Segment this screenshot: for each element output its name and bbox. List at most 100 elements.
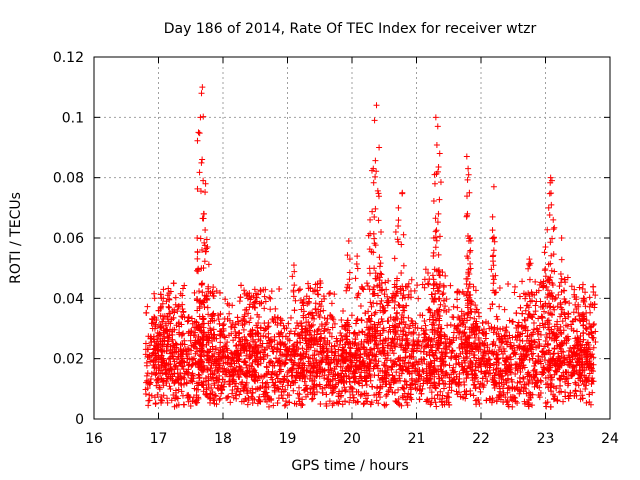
- data-point: [520, 374, 527, 381]
- data-point: [229, 302, 236, 309]
- data-point: [438, 325, 445, 332]
- data-point: [524, 399, 531, 406]
- data-point: [236, 298, 243, 305]
- data-point: [502, 394, 509, 401]
- data-point: [506, 317, 513, 324]
- data-point: [317, 330, 324, 337]
- data-point: [301, 378, 308, 385]
- data-point: [505, 384, 512, 391]
- data-point: [177, 380, 184, 387]
- data-point: [500, 345, 507, 352]
- data-point: [272, 305, 279, 312]
- data-point: [338, 317, 345, 324]
- data-point: [164, 395, 171, 402]
- x-tick-label: 20: [343, 431, 361, 447]
- data-point: [175, 401, 182, 408]
- data-point: [568, 283, 575, 290]
- data-point: [287, 328, 294, 335]
- data-point: [452, 368, 459, 375]
- data-point: [563, 322, 570, 329]
- data-point: [502, 327, 509, 334]
- data-point: [226, 310, 233, 317]
- data-point: [419, 360, 426, 367]
- data-point: [365, 339, 372, 346]
- data-point: [217, 395, 224, 402]
- data-point: [387, 314, 394, 321]
- data-point: [142, 386, 149, 393]
- data-point: [431, 335, 438, 342]
- data-point: [364, 283, 371, 290]
- data-point: [224, 339, 231, 346]
- data-point: [396, 362, 403, 369]
- data-point: [426, 316, 433, 323]
- data-point: [493, 313, 500, 320]
- data-point: [532, 360, 539, 367]
- data-point: [335, 393, 342, 400]
- data-point: [148, 352, 155, 359]
- data-point: [229, 320, 236, 327]
- data-point: [282, 386, 289, 393]
- data-point: [346, 344, 353, 351]
- data-point: [333, 338, 340, 345]
- data-point: [245, 369, 252, 376]
- data-point: [414, 325, 421, 332]
- data-point: [230, 337, 237, 344]
- data-point: [587, 324, 594, 331]
- data-point: [262, 380, 269, 387]
- data-point: [223, 342, 230, 349]
- data-point: [475, 378, 482, 385]
- data-point: [506, 361, 513, 368]
- data-point: [496, 385, 503, 392]
- data-point: [558, 388, 565, 395]
- data-point: [331, 320, 338, 327]
- data-point: [373, 397, 380, 404]
- data-point: [522, 385, 529, 392]
- data-point: [244, 401, 251, 408]
- data-point: [358, 340, 365, 347]
- data-point: [331, 343, 338, 350]
- data-point: [470, 392, 477, 399]
- data-point: [163, 369, 170, 376]
- data-point: [232, 328, 239, 335]
- data-point: [164, 399, 171, 406]
- data-point: [191, 385, 198, 392]
- data-point: [255, 344, 262, 351]
- data-point: [493, 331, 500, 338]
- data-point: [143, 372, 150, 379]
- data-point: [385, 388, 392, 395]
- y-tick-label: 0.12: [53, 50, 84, 66]
- data-point: [489, 375, 496, 382]
- data-point: [469, 377, 476, 384]
- data-point: [419, 281, 426, 288]
- data-point: [535, 336, 542, 343]
- data-point: [278, 317, 285, 324]
- x-tick-label: 22: [472, 431, 490, 447]
- data-point: [507, 353, 514, 360]
- data-point: [163, 359, 170, 366]
- data-point: [236, 391, 243, 398]
- y-tick-label: 0.1: [62, 110, 84, 126]
- data-point: [213, 288, 220, 295]
- data-point: [505, 362, 512, 369]
- data-point: [472, 385, 479, 392]
- data-point: [220, 349, 227, 356]
- data-point: [375, 391, 382, 398]
- data-point: [151, 338, 158, 345]
- data-point: [227, 323, 234, 330]
- data-point: [245, 397, 252, 404]
- data-point: [431, 395, 438, 402]
- y-axis-label: ROTI / TECUs: [8, 192, 24, 284]
- data-point: [215, 366, 222, 373]
- data-point: [330, 316, 337, 323]
- data-point: [275, 330, 282, 337]
- data-point: [516, 378, 523, 385]
- data-point: [217, 311, 224, 318]
- data-point: [500, 376, 507, 383]
- data-point: [553, 368, 560, 375]
- data-point: [364, 392, 371, 399]
- data-point: [415, 295, 422, 302]
- data-point: [577, 332, 584, 339]
- data-point: [299, 364, 306, 371]
